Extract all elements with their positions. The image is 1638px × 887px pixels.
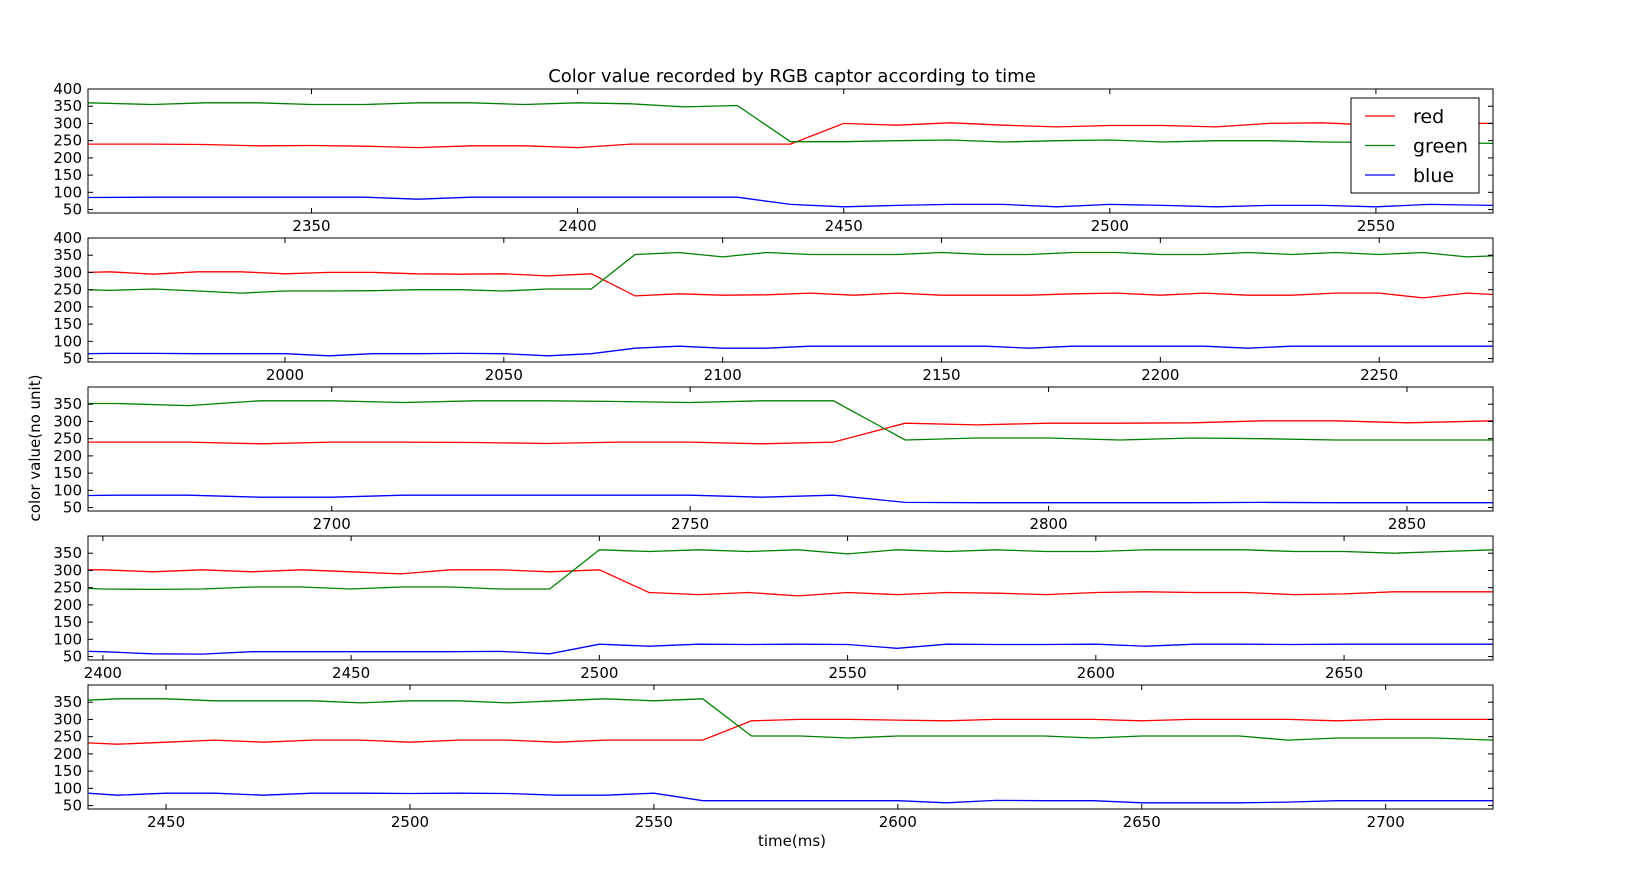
series-line-blue bbox=[88, 196, 1493, 208]
y-tick-label: 250 bbox=[53, 728, 82, 746]
y-tick-label: 100 bbox=[53, 183, 82, 201]
y-tick-label: 200 bbox=[53, 596, 82, 614]
x-tick-label: 2850 bbox=[1388, 515, 1426, 533]
y-tick-label: 150 bbox=[53, 315, 82, 333]
series-line-blue bbox=[88, 345, 1493, 357]
axes-frame bbox=[87, 386, 1494, 512]
x-axis-label: time(ms) bbox=[758, 832, 826, 850]
x-tick-label: 2600 bbox=[1077, 664, 1115, 682]
x-tick-label: 2550 bbox=[1357, 217, 1395, 235]
series-line-red bbox=[88, 718, 1493, 745]
y-tick-label: 100 bbox=[53, 332, 82, 350]
y-tick-label: 300 bbox=[53, 263, 82, 281]
x-tick-label: 2250 bbox=[1360, 366, 1398, 384]
x-tick-label: 2500 bbox=[580, 664, 618, 682]
x-tick-label: 2350 bbox=[292, 217, 330, 235]
y-tick-label: 300 bbox=[53, 561, 82, 579]
axes-frame bbox=[87, 684, 1494, 810]
y-tick-label: 50 bbox=[63, 499, 82, 517]
series-line-red bbox=[88, 271, 1493, 299]
x-tick-label: 2550 bbox=[635, 813, 673, 831]
y-tick-label: 350 bbox=[53, 246, 82, 264]
x-tick-label: 2050 bbox=[485, 366, 523, 384]
legend-label-green: green bbox=[1413, 136, 1468, 158]
series-line-green bbox=[88, 400, 1493, 441]
x-tick-label: 2800 bbox=[1029, 515, 1067, 533]
y-tick-label: 100 bbox=[53, 779, 82, 797]
y-tick-label: 150 bbox=[53, 464, 82, 482]
x-tick-label: 2700 bbox=[313, 515, 351, 533]
y-tick-label: 250 bbox=[53, 281, 82, 299]
x-tick-label: 2450 bbox=[147, 813, 185, 831]
x-tick-label: 2500 bbox=[1091, 217, 1129, 235]
x-tick-label: 2400 bbox=[84, 664, 122, 682]
y-tick-label: 250 bbox=[53, 132, 82, 150]
axes-frame bbox=[87, 237, 1494, 363]
series-line-blue bbox=[88, 643, 1493, 655]
y-axis-label: color value(no unit) bbox=[26, 375, 44, 522]
subplots: 2350 2400 2450 2500 255050100150200250300350… bbox=[53, 80, 1494, 831]
legend-label-red: red bbox=[1413, 106, 1444, 128]
series-line-blue bbox=[88, 494, 1493, 504]
y-tick-label: 400 bbox=[53, 80, 82, 98]
y-tick-label: 200 bbox=[53, 447, 82, 465]
series-line-green bbox=[88, 549, 1493, 591]
axes-frame bbox=[87, 535, 1494, 661]
chart-title: Color value recorded by RGB captor accor… bbox=[548, 66, 1036, 87]
x-tick-label: 2650 bbox=[1325, 664, 1363, 682]
x-tick-label: 2450 bbox=[825, 217, 863, 235]
x-tick-label: 2150 bbox=[922, 366, 960, 384]
series-line-green bbox=[88, 251, 1493, 294]
legend-label-blue: blue bbox=[1413, 165, 1454, 187]
y-tick-label: 300 bbox=[53, 412, 82, 430]
series-line-green bbox=[88, 102, 1493, 145]
y-tick-label: 150 bbox=[53, 613, 82, 631]
y-tick-label: 200 bbox=[53, 298, 82, 316]
y-tick-label: 50 bbox=[63, 350, 82, 368]
x-tick-label: 2600 bbox=[879, 813, 917, 831]
series-line-red bbox=[88, 122, 1493, 149]
x-tick-label: 2100 bbox=[704, 366, 742, 384]
y-tick-label: 200 bbox=[53, 149, 82, 167]
y-tick-label: 200 bbox=[53, 745, 82, 763]
y-tick-label: 250 bbox=[53, 579, 82, 597]
y-tick-label: 300 bbox=[53, 114, 82, 132]
axes-frame bbox=[87, 88, 1494, 214]
x-tick-label: 2500 bbox=[391, 813, 429, 831]
y-tick-label: 250 bbox=[53, 430, 82, 448]
x-tick-label: 2450 bbox=[332, 664, 370, 682]
x-tick-label: 2700 bbox=[1367, 813, 1405, 831]
y-tick-label: 50 bbox=[63, 797, 82, 815]
x-tick-label: 2400 bbox=[559, 217, 597, 235]
y-tick-label: 350 bbox=[53, 544, 82, 562]
x-tick-label: 2200 bbox=[1141, 366, 1179, 384]
x-tick-label: 2550 bbox=[828, 664, 866, 682]
y-tick-label: 150 bbox=[53, 166, 82, 184]
series-line-blue bbox=[88, 792, 1493, 804]
x-tick-label: 2650 bbox=[1123, 813, 1161, 831]
y-tick-label: 50 bbox=[63, 648, 82, 666]
y-tick-label: 50 bbox=[63, 201, 82, 219]
series-line-green bbox=[88, 698, 1493, 741]
y-tick-label: 100 bbox=[53, 630, 82, 648]
subplot-1: 2350 2400 2450 2500 2550 50100150200250300350… bbox=[53, 80, 1494, 235]
legend: red green blue bbox=[1350, 97, 1480, 194]
subplot-2: 2000 2050 2100 2150 2200 2250 5010015020025030… bbox=[53, 229, 1494, 384]
y-tick-label: 150 bbox=[53, 762, 82, 780]
subplot-4: 2400 2450 2500 2550 2600 2650 5010015020025030… bbox=[53, 535, 1494, 682]
series-line-red bbox=[88, 420, 1493, 445]
y-tick-label: 100 bbox=[53, 481, 82, 499]
series-line-red bbox=[88, 569, 1493, 597]
subplot-5: 2450 2500 2550 2600 2650 2700 5010015020025030… bbox=[53, 684, 1494, 831]
y-tick-label: 350 bbox=[53, 395, 82, 413]
x-tick-label: 2750 bbox=[671, 515, 709, 533]
y-tick-label: 400 bbox=[53, 229, 82, 247]
y-tick-label: 350 bbox=[53, 97, 82, 115]
y-tick-label: 350 bbox=[53, 693, 82, 711]
y-tick-label: 300 bbox=[53, 710, 82, 728]
x-tick-label: 2000 bbox=[266, 366, 304, 384]
